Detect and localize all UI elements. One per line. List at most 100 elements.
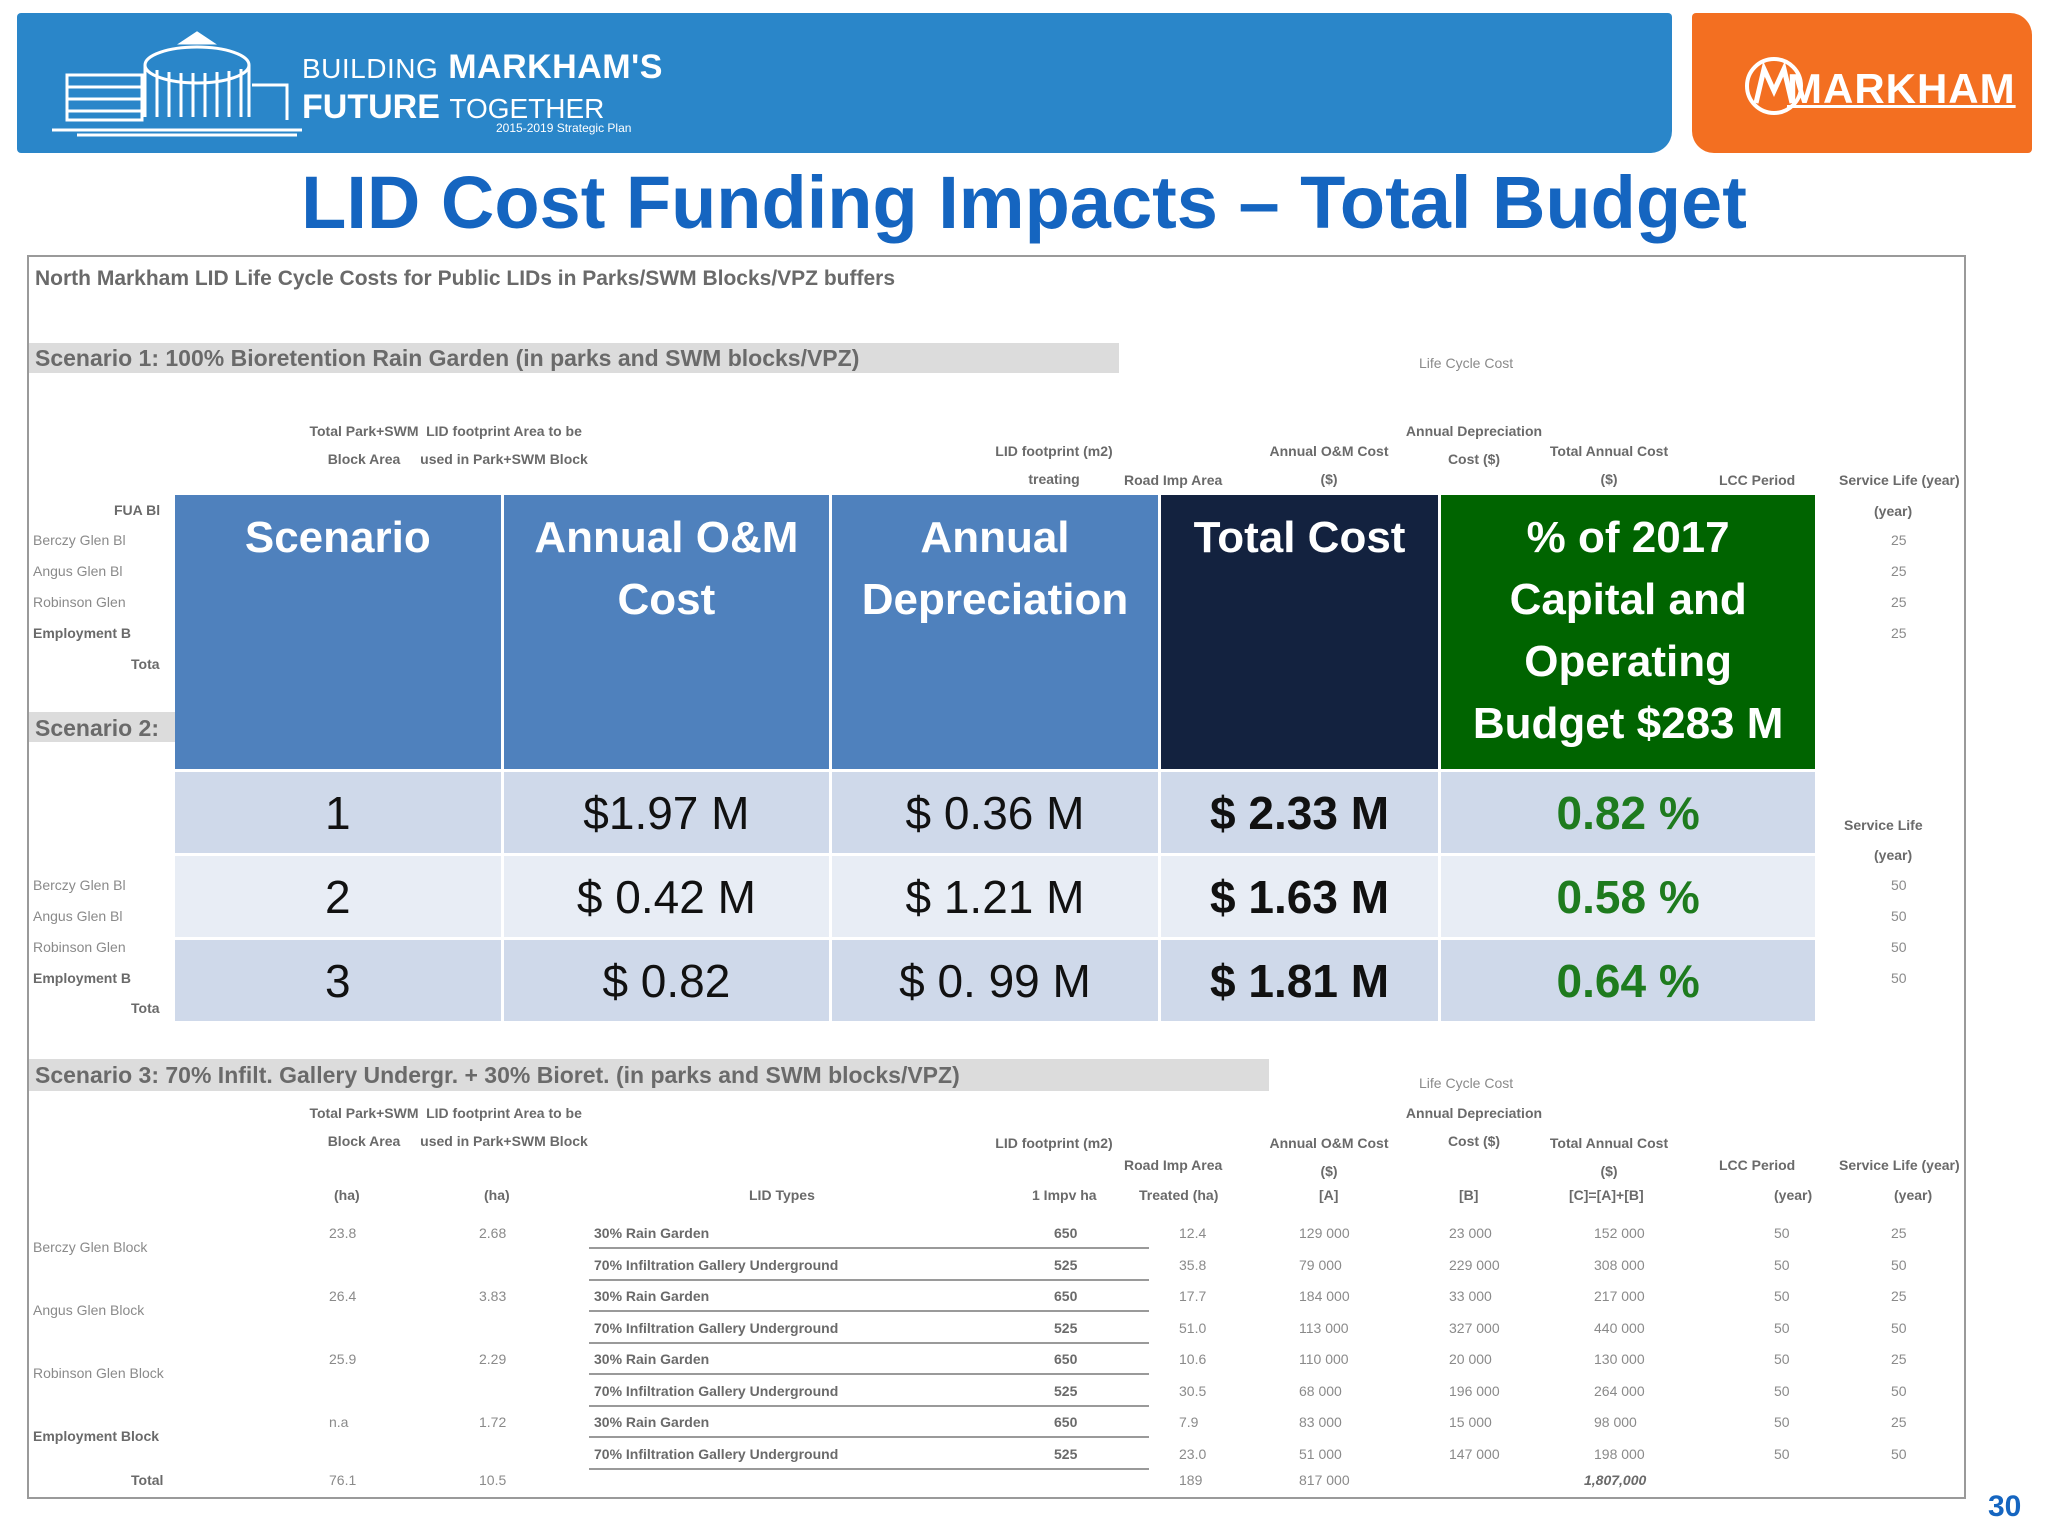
s3-cell-type: 70% Infiltration Gallery Underground <box>594 1445 839 1462</box>
s3-cell-area: 23.8 <box>329 1225 357 1241</box>
s3-cell-sl: 50 <box>1891 1319 1907 1336</box>
cell-annual-om: $ 0.82 <box>503 940 833 1024</box>
col-footprint: LID footprint Area to be used in Park+SW… <box>420 423 588 467</box>
s2-service-sub: (year) <box>1874 847 1913 863</box>
header-total-cost: Total Cost <box>1160 495 1442 772</box>
s1-block-4: Employment B <box>33 625 132 641</box>
header-percent-budget-text: % of 2017 Capital and Operating Budget $… <box>1472 513 1784 748</box>
s3-cell-dep: 196 000 <box>1449 1382 1500 1399</box>
s3-cell-fp: 2.29 <box>479 1351 507 1367</box>
cost-impact-table: Scenario Annual O&M Cost Annual Deprecia… <box>175 495 1815 1024</box>
s3-cell-om: 83 000 <box>1299 1414 1342 1430</box>
s3-col-footprint: LID footprint Area to be used in Park+SW… <box>420 1105 588 1149</box>
life-cycle-cost-label: Life Cycle Cost <box>1419 355 1514 371</box>
s3-cell-lid: 525 <box>1054 1382 1078 1399</box>
s3-cell-block: Employment Block <box>33 1428 160 1444</box>
s3-cell-type: 70% Infiltration Gallery Underground <box>594 1382 839 1399</box>
s3-cell-lcc: 50 <box>1774 1382 1790 1399</box>
s3-cell-lid: 650 <box>1054 1351 1078 1367</box>
logo-future: FUTURE <box>302 88 440 126</box>
cell-total-cost: $ 2.33 M <box>1160 772 1442 856</box>
s3-cell-lid: 525 <box>1054 1445 1078 1462</box>
s3-cell-tot: 198 000 <box>1594 1445 1645 1462</box>
page-title: LID Cost Funding Impacts – Total Budget <box>301 161 1747 244</box>
col-annual-dep: Annual Depreciation Cost ($) <box>1405 423 1543 467</box>
s3-cell-om: 184 000 <box>1299 1288 1350 1304</box>
s3-cell-type: 30% Rain Garden <box>594 1288 710 1304</box>
s3-cell-sl: 25 <box>1891 1351 1907 1367</box>
banner-wordmark: BUILDING MARKHAM'S FUTURE TOGETHER 2015-… <box>302 47 663 135</box>
s3-cell-lcc: 50 <box>1774 1256 1790 1273</box>
s3-unit-b: [B] <box>1459 1187 1479 1203</box>
sheet-caption: North Markham LID Life Cycle Costs for P… <box>35 267 896 290</box>
cell-total-cost: $ 1.63 M <box>1160 856 1442 940</box>
s3-unit-sl: (year) <box>1894 1187 1933 1203</box>
s3-cell-tot: 152 000 <box>1594 1225 1645 1241</box>
s3-unit-area: (ha) <box>334 1187 360 1203</box>
s3-cell-dep: 23 000 <box>1449 1225 1492 1241</box>
s3-cell-lcc: 50 <box>1774 1445 1790 1462</box>
s2-total: Tota <box>131 1000 160 1016</box>
s3-cell-road: 17.7 <box>1179 1288 1207 1304</box>
cell-annual-depreciation: $ 0.36 M <box>832 772 1161 856</box>
s3-col-lid-footprint: LID footprint (m2) treating <box>995 1135 1113 1151</box>
lid-type-row-border <box>589 1379 1149 1407</box>
s3-cell-fp: 1.72 <box>479 1414 507 1430</box>
s1-service-1: 25 <box>1891 532 1907 548</box>
s3-total-om: 817 000 <box>1299 1472 1350 1488</box>
scenario3-heading: Scenario 3: 70% Infilt. Gallery Undergr.… <box>35 1062 960 1088</box>
cell-annual-om: $1.97 M <box>503 772 833 856</box>
s2-block-3: Robinson Glen <box>33 939 126 955</box>
s3-cell-area: n.a <box>329 1414 349 1430</box>
col-total-annual: Total Annual Cost ($) <box>1549 443 1669 487</box>
s1-service-3: 25 <box>1891 594 1907 610</box>
s3-cell-tot: 130 000 <box>1594 1351 1645 1367</box>
s3-cell-tot: 264 000 <box>1594 1382 1645 1399</box>
s3-cell-om: 110 000 <box>1299 1351 1349 1367</box>
lid-type-row-border <box>589 1221 1149 1249</box>
logo-together: TOGETHER <box>449 93 605 124</box>
s3-cell-dep: 15 000 <box>1449 1414 1492 1430</box>
s2-service-1: 50 <box>1891 877 1907 893</box>
s3-cell-tot: 98 000 <box>1594 1414 1637 1430</box>
s1-block-1: Berczy Glen Bl <box>33 532 126 548</box>
s3-cell-dep: 147 000 <box>1449 1445 1500 1462</box>
s3-col-total-park: Total Park+SWM Block Area <box>309 1105 419 1149</box>
header-annual-om: Annual O&M Cost <box>503 495 833 772</box>
s1-total: Tota <box>131 656 160 672</box>
s3-col-annual-dep: Annual Depreciation Cost ($) <box>1405 1105 1543 1149</box>
cell-annual-om: $ 0.42 M <box>503 856 833 940</box>
lid-type-row-border <box>589 1410 1149 1438</box>
s3-cell-type: 70% Infiltration Gallery Underground <box>594 1319 839 1336</box>
header-scenario: Scenario <box>175 495 504 772</box>
s3-cell-sl: 25 <box>1891 1288 1907 1304</box>
s3-cell-block: Berczy Glen Block <box>33 1239 148 1255</box>
s3-cell-sl: 50 <box>1891 1256 1907 1273</box>
s3-cell-sl: 25 <box>1891 1414 1907 1430</box>
s3-cell-type: 30% Rain Garden <box>594 1414 710 1430</box>
s3-total-road: 189 <box>1179 1472 1203 1488</box>
s2-service-3: 50 <box>1891 939 1907 955</box>
scenario2-heading: Scenario 2: <box>35 715 159 741</box>
s3-cell-lid: 525 <box>1054 1319 1078 1336</box>
s3-cell-road: 51.0 <box>1179 1319 1207 1336</box>
s3-cell-road: 30.5 <box>1179 1382 1207 1399</box>
lid-type-row-border <box>589 1442 1149 1470</box>
s3-cell-dep: 327 000 <box>1449 1319 1500 1336</box>
table-row: 2 $ 0.42 M $ 1.21 M $ 1.63 M 0.58 % <box>175 856 1815 940</box>
cell-annual-depreciation: $ 0. 99 M <box>832 940 1161 1024</box>
col-annual-om: Annual O&M Cost ($) <box>1269 443 1389 487</box>
s3-cell-road: 10.6 <box>1179 1351 1207 1367</box>
s3-cell-om: 51 000 <box>1299 1445 1342 1462</box>
s3-col-annual-om: Annual O&M Cost ($) <box>1269 1135 1389 1179</box>
s3-cell-lcc: 50 <box>1774 1351 1790 1367</box>
s1-service-head: (year) <box>1874 503 1913 519</box>
markham-m-icon <box>1745 57 1803 115</box>
logo-building: BUILDING <box>302 53 439 84</box>
s3-cell-type: 30% Rain Garden <box>594 1225 710 1241</box>
s3-cell-om: 113 000 <box>1299 1319 1349 1336</box>
markham-brand-panel: MARKHAM <box>1692 13 2032 153</box>
page-number: 30 <box>1988 1490 2022 1523</box>
s3-col-total-annual: Total Annual Cost ($) <box>1549 1135 1669 1179</box>
s3-cell-om: 68 000 <box>1299 1382 1342 1399</box>
